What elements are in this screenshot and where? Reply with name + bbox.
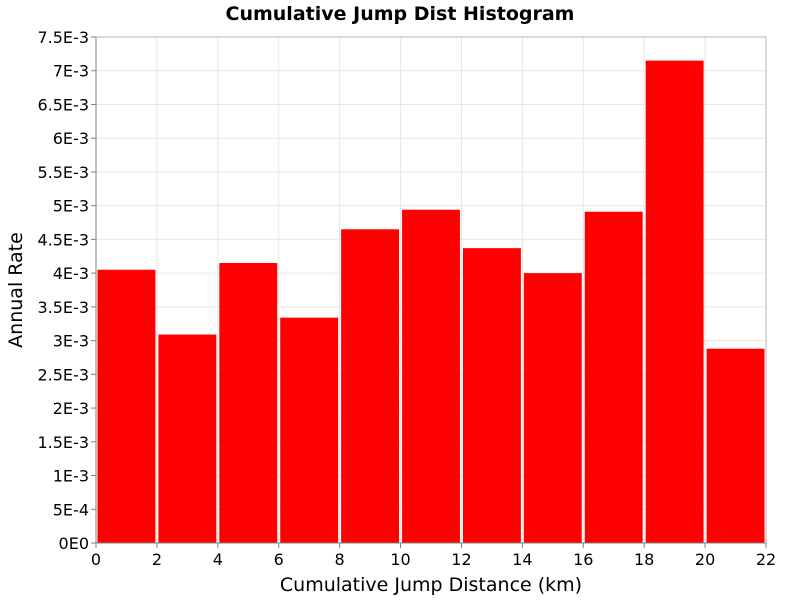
x-tick-label: 20 [695, 550, 715, 569]
y-tick-label: 3E-3 [53, 332, 89, 351]
histogram-bar [158, 334, 217, 543]
histogram-bar [462, 248, 521, 544]
y-tick-label: 2E-3 [53, 399, 89, 418]
y-tick-label: 1E-3 [53, 467, 89, 486]
y-tick-label: 5.5E-3 [37, 163, 89, 182]
histogram-bar [645, 60, 704, 543]
x-tick-label: 16 [573, 550, 593, 569]
x-tick-label: 12 [451, 550, 471, 569]
x-tick-label: 22 [756, 550, 776, 569]
y-tick-label: 7.5E-3 [37, 28, 89, 47]
y-tick-label: 6.5E-3 [37, 95, 89, 114]
histogram-bar [706, 348, 765, 543]
x-tick-label: 8 [335, 550, 345, 569]
x-tick-label: 18 [634, 550, 654, 569]
histogram-bar [523, 273, 582, 543]
histogram-bar [341, 229, 400, 543]
histogram-bar [584, 211, 643, 544]
y-tick-label: 5E-4 [53, 500, 89, 519]
x-tick-label: 6 [274, 550, 284, 569]
y-tick-label: 4E-3 [53, 264, 89, 283]
y-tick-label: 7E-3 [53, 62, 89, 81]
y-tick-label: 4.5E-3 [37, 230, 89, 249]
histogram-bar [219, 263, 278, 543]
bars [97, 60, 765, 544]
y-tick-label: 1.5E-3 [37, 433, 89, 452]
x-tick-label: 10 [390, 550, 410, 569]
x-axis-ticks: 0 2 4 6 8 10 12 14 16 18 20 22 [91, 543, 776, 569]
histogram-bar [402, 209, 460, 543]
histogram-bar [97, 269, 156, 543]
x-tick-label: 14 [512, 550, 532, 569]
y-axis-label: Annual Rate [5, 232, 27, 348]
x-axis-label: Cumulative Jump Distance (km) [280, 574, 582, 596]
y-tick-label: 3.5E-3 [37, 298, 89, 317]
x-tick-label: 0 [91, 550, 101, 569]
x-tick-label: 2 [152, 550, 162, 569]
y-tick-label: 5E-3 [53, 197, 89, 216]
histogram-bar [280, 317, 339, 543]
y-axis-ticks: 0E0 5E-4 1E-3 1.5E-3 2E-3 2.5E-3 3E-3 3.5E-3 4E-… [37, 28, 96, 553]
chart-title: Cumulative Jump Dist Histogram [226, 3, 575, 25]
y-tick-label: 0E0 [59, 534, 89, 553]
x-tick-label: 4 [213, 550, 223, 569]
y-tick-label: 6E-3 [53, 129, 89, 148]
y-tick-label: 2.5E-3 [37, 365, 89, 384]
